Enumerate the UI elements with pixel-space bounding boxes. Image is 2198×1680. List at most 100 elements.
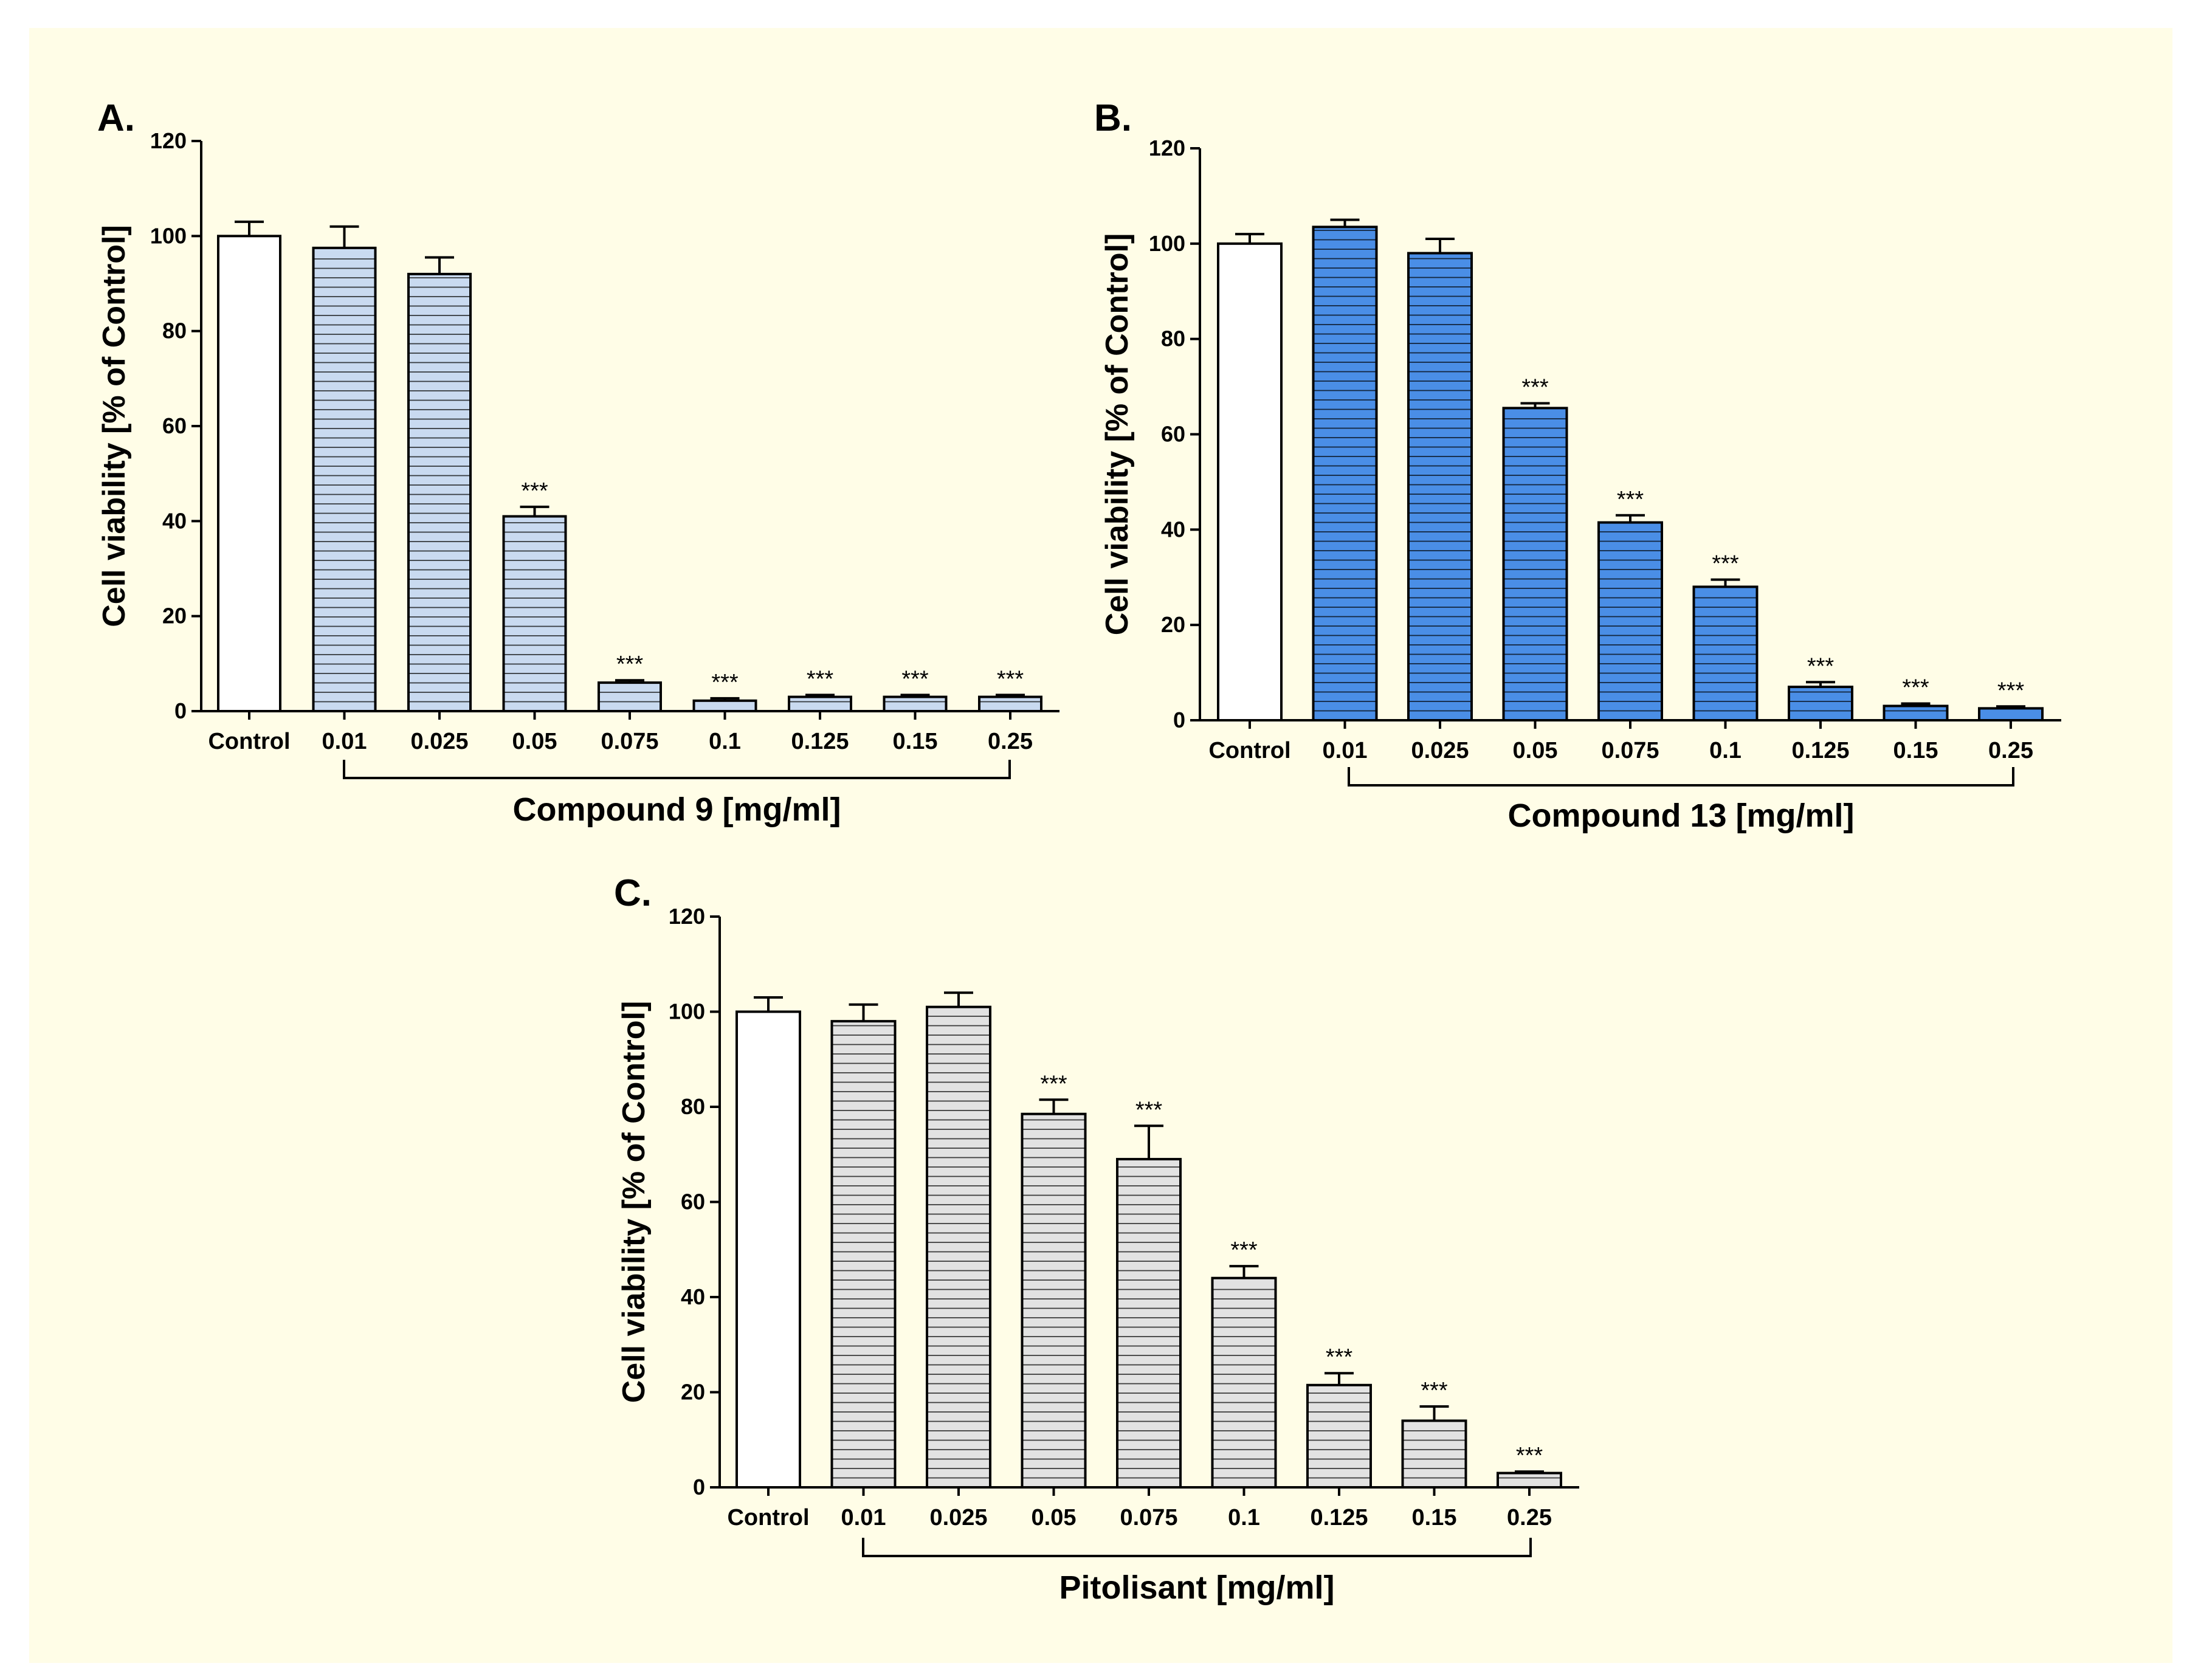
- chart-panel-c: C. Cell viability [% of Control] 0 20 40 60 80…: [614, 872, 1579, 1606]
- significance-marker: ***: [1997, 678, 2025, 703]
- concentration-bracket: [343, 760, 1011, 779]
- y-axis-label: Cell viability [% of Control]: [616, 1001, 652, 1403]
- panel-letter: C.: [614, 872, 652, 914]
- bar-rect: [502, 515, 567, 712]
- bar-rect: [1597, 521, 1663, 722]
- y-tick-label: 100: [150, 223, 187, 248]
- bar-0-025: [1407, 237, 1473, 721]
- significance-marker: ***: [1902, 675, 1929, 701]
- chart-panel-a: A. Cell viability [% of Control] 0 20 40 60 80…: [97, 97, 1059, 828]
- bar-0-25: ***: [1978, 678, 2044, 722]
- bar-0-01: [1312, 218, 1378, 721]
- y-tick-label: 120: [1149, 136, 1185, 160]
- x-tick-label: 0.25: [988, 729, 1033, 754]
- y-tick-label: 20: [681, 1380, 705, 1405]
- bar-0-05: ***: [502, 478, 567, 712]
- significance-marker: ***: [1617, 487, 1644, 512]
- chart-panel-b: B. Cell viability [% of Control] 0 20 40 60 80…: [1094, 97, 2061, 834]
- y-axis-label: Cell viability [% of Control]: [1100, 233, 1135, 636]
- y-tick-label: 20: [1161, 612, 1185, 637]
- bar-rect: [598, 681, 662, 712]
- x-tick-label: 0.025: [1411, 738, 1469, 763]
- y-tick-label: 100: [669, 999, 705, 1024]
- y-tick-label: 80: [162, 318, 187, 343]
- y-tick-label: 60: [162, 413, 187, 438]
- significance-marker: ***: [1135, 1097, 1163, 1123]
- significance-marker: ***: [1807, 653, 1835, 679]
- bar-0-15: ***: [1401, 1378, 1467, 1489]
- significance-marker: ***: [1712, 551, 1739, 577]
- bar-control: [736, 996, 801, 1489]
- x-axis-label: Compound 9 [mg/ml]: [513, 791, 841, 828]
- significance-marker: ***: [1326, 1344, 1353, 1370]
- x-axis-label: Compound 13 [mg/ml]: [1508, 797, 1855, 834]
- concentration-bracket: [862, 1538, 1532, 1557]
- bar-rect: [692, 699, 757, 713]
- bar-rect: [978, 695, 1042, 713]
- bar-rect: [883, 695, 948, 713]
- significance-marker: ***: [807, 666, 834, 692]
- bar-rect: [1211, 1276, 1277, 1489]
- significance-marker: ***: [1516, 1443, 1543, 1468]
- y-tick-label: 40: [162, 508, 187, 533]
- y-tick-label: 80: [681, 1094, 705, 1119]
- x-tick-label: Control: [1208, 738, 1290, 763]
- bar-rect: [788, 695, 852, 713]
- bar-0-025: [407, 256, 472, 713]
- bar-0-025: [926, 991, 991, 1489]
- y-tick-label: 60: [681, 1189, 705, 1214]
- y-tick-label: 100: [1149, 231, 1185, 256]
- y-axis-label: Cell viability [% of Control]: [97, 225, 132, 627]
- significance-marker: ***: [1421, 1378, 1448, 1403]
- concentration-bracket: [1348, 767, 2014, 787]
- x-tick-label: 0.05: [512, 729, 557, 754]
- x-tick-label: 0.1: [709, 729, 741, 754]
- x-tick-label: 0.05: [1513, 738, 1558, 763]
- bar-0-25: ***: [978, 666, 1042, 713]
- x-tick-label: 0.025: [410, 729, 468, 754]
- x-tick-label: 0.1: [1709, 738, 1742, 763]
- bar-0-25: ***: [1497, 1443, 1562, 1489]
- bar-0-01: [312, 225, 377, 712]
- significance-marker: ***: [1230, 1238, 1258, 1263]
- x-tick-label: 0.01: [841, 1505, 886, 1530]
- x-tick-label: 0.15: [893, 729, 938, 754]
- bar-rect: [926, 1005, 991, 1489]
- significance-marker: ***: [521, 478, 548, 504]
- x-tick-label: 0.01: [1323, 738, 1368, 763]
- x-tick-label: 0.01: [322, 729, 367, 754]
- bar-rect: [1497, 1472, 1562, 1489]
- x-tick-label: 0.1: [1228, 1505, 1260, 1530]
- bar-control: [1217, 233, 1283, 722]
- bar-0-1: ***: [1692, 551, 1759, 722]
- y-tick-label: 40: [1161, 517, 1185, 542]
- y-tick-label: 80: [1161, 326, 1185, 351]
- panel-letter: B.: [1094, 97, 1132, 139]
- significance-marker: ***: [1521, 375, 1549, 401]
- y-tick-label: 0: [693, 1475, 705, 1499]
- significance-marker: ***: [901, 666, 929, 692]
- plots-layer: A. Cell viability [% of Control] 0 20 40 60 80…: [97, 97, 2061, 1606]
- y-tick-label: 0: [1173, 707, 1185, 732]
- bar-rect: [1306, 1383, 1372, 1489]
- x-tick-label: 0.075: [1601, 738, 1659, 763]
- bar-rect: [1312, 225, 1378, 721]
- bar-rect: [830, 1020, 897, 1489]
- x-axis-label: Pitolisant [mg/ml]: [1059, 1569, 1334, 1606]
- x-tick-label: 0.125: [791, 729, 849, 754]
- bar-control: [217, 220, 281, 713]
- significance-marker: ***: [711, 670, 739, 695]
- x-tick-label: 0.25: [1507, 1505, 1552, 1530]
- bar-0-05: ***: [1502, 375, 1568, 721]
- y-tick-label: 120: [669, 904, 705, 929]
- significance-marker: ***: [616, 652, 644, 677]
- bar-0-05: ***: [1021, 1071, 1087, 1489]
- bar-0-15: ***: [883, 666, 948, 713]
- x-tick-label: 0.25: [1988, 738, 2033, 763]
- x-tick-label: Control: [208, 729, 290, 754]
- y-tick-label: 20: [162, 604, 187, 628]
- x-tick-label: 0.15: [1412, 1505, 1457, 1530]
- x-tick-label: 0.05: [1032, 1505, 1077, 1530]
- bar-rect: [1883, 704, 1949, 721]
- background-panel: [29, 28, 2172, 1663]
